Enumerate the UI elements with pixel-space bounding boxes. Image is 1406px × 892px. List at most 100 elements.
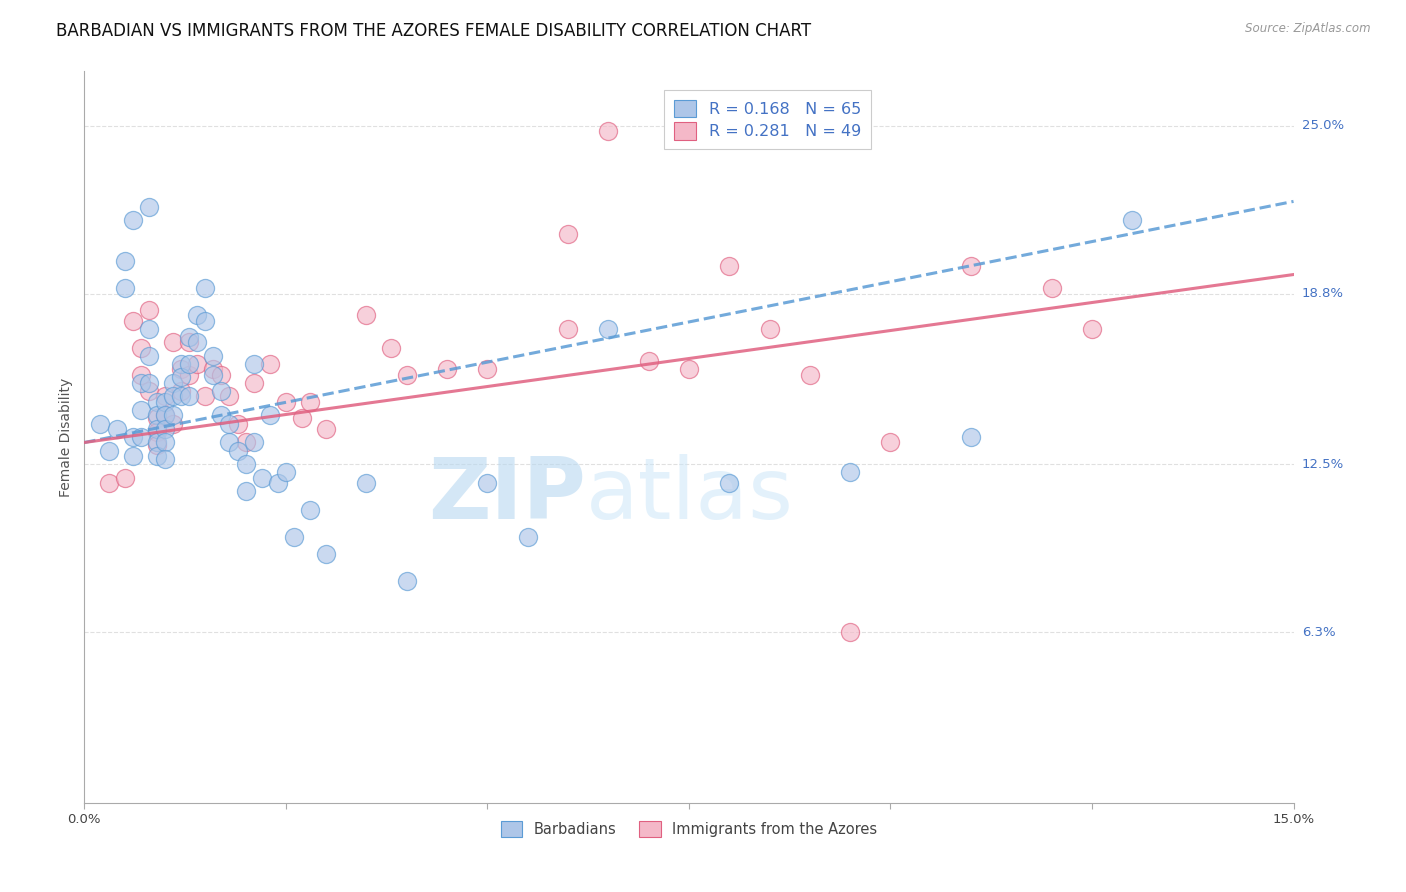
Point bbox=[194, 389, 217, 403]
Point bbox=[179, 368, 201, 382]
Point bbox=[146, 409, 169, 423]
Text: 25.0%: 25.0% bbox=[1302, 119, 1344, 132]
Point bbox=[162, 409, 184, 423]
Point bbox=[395, 368, 418, 382]
Point bbox=[146, 395, 169, 409]
Text: BARBADIAN VS IMMIGRANTS FROM THE AZORES FEMALE DISABILITY CORRELATION CHART: BARBADIAN VS IMMIGRANTS FROM THE AZORES … bbox=[56, 22, 811, 40]
Point bbox=[186, 335, 208, 350]
Point bbox=[153, 435, 176, 450]
Point bbox=[170, 362, 193, 376]
Text: ZIP: ZIP bbox=[429, 454, 586, 537]
Point bbox=[250, 471, 273, 485]
Point bbox=[129, 403, 152, 417]
Point bbox=[129, 376, 152, 390]
Point bbox=[598, 322, 620, 336]
Point bbox=[356, 308, 378, 322]
Point bbox=[202, 349, 225, 363]
Point bbox=[380, 341, 402, 355]
Point bbox=[186, 308, 208, 322]
Point bbox=[839, 465, 862, 479]
Point bbox=[839, 625, 862, 640]
Point bbox=[162, 417, 184, 431]
Point bbox=[758, 322, 780, 336]
Point bbox=[153, 389, 176, 403]
Point bbox=[138, 349, 160, 363]
Point bbox=[170, 357, 193, 371]
Point bbox=[129, 341, 152, 355]
Point bbox=[97, 476, 120, 491]
Legend: Barbadians, Immigrants from the Azores: Barbadians, Immigrants from the Azores bbox=[495, 815, 883, 843]
Point bbox=[170, 389, 193, 403]
Point bbox=[153, 409, 176, 423]
Point bbox=[557, 322, 579, 336]
Point bbox=[235, 484, 257, 499]
Point bbox=[153, 395, 176, 409]
Point bbox=[162, 389, 184, 403]
Point bbox=[395, 574, 418, 588]
Point bbox=[162, 335, 184, 350]
Point bbox=[267, 476, 290, 491]
Point bbox=[259, 357, 281, 371]
Point bbox=[242, 376, 264, 390]
Text: 6.3%: 6.3% bbox=[1302, 625, 1336, 639]
Point bbox=[146, 422, 169, 436]
Point bbox=[97, 443, 120, 458]
Point bbox=[678, 362, 700, 376]
Point bbox=[960, 430, 983, 444]
Point bbox=[235, 457, 257, 471]
Point bbox=[718, 260, 741, 274]
Point bbox=[138, 200, 160, 214]
Point bbox=[179, 357, 201, 371]
Text: 18.8%: 18.8% bbox=[1302, 287, 1344, 300]
Point bbox=[153, 422, 176, 436]
Point bbox=[315, 422, 337, 436]
Point bbox=[186, 357, 208, 371]
Point bbox=[179, 330, 201, 344]
Point bbox=[129, 368, 152, 382]
Point bbox=[138, 384, 160, 398]
Point bbox=[209, 409, 232, 423]
Point bbox=[146, 425, 169, 439]
Point bbox=[209, 368, 232, 382]
Point bbox=[235, 435, 257, 450]
Point bbox=[170, 384, 193, 398]
Point bbox=[162, 376, 184, 390]
Point bbox=[194, 313, 217, 327]
Point bbox=[1121, 213, 1143, 227]
Point bbox=[170, 370, 193, 384]
Point bbox=[114, 254, 136, 268]
Text: Source: ZipAtlas.com: Source: ZipAtlas.com bbox=[1246, 22, 1371, 36]
Y-axis label: Female Disability: Female Disability bbox=[59, 377, 73, 497]
Point bbox=[799, 368, 821, 382]
Point bbox=[477, 362, 499, 376]
Point bbox=[226, 443, 249, 458]
Point bbox=[242, 435, 264, 450]
Point bbox=[315, 547, 337, 561]
Point bbox=[146, 411, 169, 425]
Point bbox=[121, 213, 143, 227]
Point bbox=[477, 476, 499, 491]
Point bbox=[637, 354, 659, 368]
Point bbox=[242, 357, 264, 371]
Point bbox=[218, 389, 240, 403]
Point bbox=[259, 409, 281, 423]
Point bbox=[146, 449, 169, 463]
Point bbox=[516, 530, 538, 544]
Point bbox=[1040, 281, 1063, 295]
Point bbox=[146, 438, 169, 452]
Point bbox=[218, 435, 240, 450]
Text: atlas: atlas bbox=[586, 454, 794, 537]
Point bbox=[138, 302, 160, 317]
Point bbox=[879, 435, 901, 450]
Point bbox=[209, 384, 232, 398]
Point bbox=[121, 313, 143, 327]
Point bbox=[114, 471, 136, 485]
Point bbox=[1081, 322, 1104, 336]
Point bbox=[283, 530, 305, 544]
Point bbox=[218, 417, 240, 431]
Point bbox=[146, 435, 169, 450]
Point bbox=[718, 476, 741, 491]
Point bbox=[274, 395, 297, 409]
Text: 12.5%: 12.5% bbox=[1302, 458, 1344, 471]
Point bbox=[202, 362, 225, 376]
